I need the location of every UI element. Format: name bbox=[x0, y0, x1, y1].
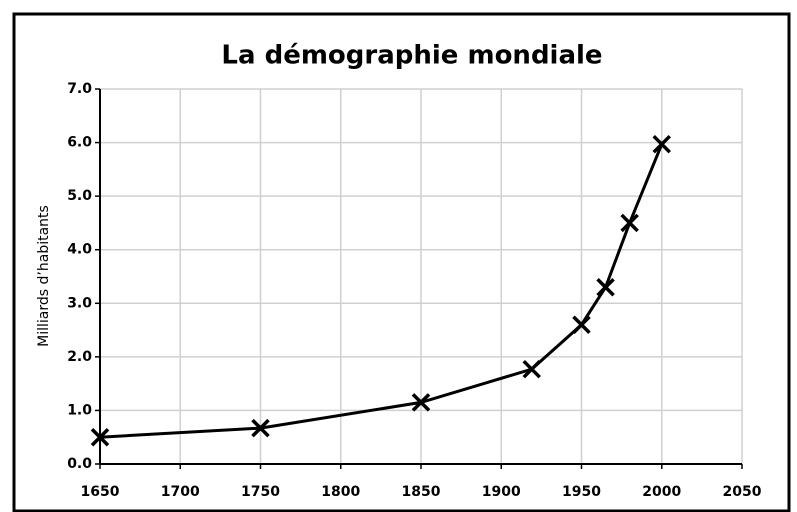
data-marker bbox=[596, 277, 615, 297]
x-tick-label: 1700 bbox=[161, 484, 200, 500]
data-line bbox=[99, 143, 664, 439]
y-tick-label: 7.0 bbox=[67, 81, 92, 97]
y-tick-label: 2.0 bbox=[67, 349, 92, 365]
y-tick-label: 6.0 bbox=[67, 135, 92, 151]
data-marker bbox=[90, 427, 110, 447]
x-tick-label: 2050 bbox=[723, 484, 762, 500]
data-marker bbox=[652, 134, 671, 154]
y-axis-label: Milliards d’habitants bbox=[36, 205, 52, 347]
data-marker bbox=[522, 359, 541, 379]
data-marker bbox=[251, 418, 270, 438]
y-tick-label: 4.0 bbox=[67, 242, 92, 258]
x-tick-label: 1850 bbox=[402, 484, 441, 500]
y-tick-label: 0.0 bbox=[67, 456, 92, 472]
x-tick-label: 1900 bbox=[482, 484, 521, 500]
chart-title: La démographie mondiale bbox=[221, 41, 602, 71]
data-marker bbox=[620, 213, 639, 233]
x-tick-label: 1950 bbox=[562, 484, 601, 500]
x-tick-label: 2000 bbox=[642, 484, 681, 500]
frame bbox=[12, 12, 791, 512]
y-tick-label: 3.0 bbox=[67, 295, 92, 311]
x-tick-label: 1750 bbox=[241, 484, 280, 500]
y-tick-label: 5.0 bbox=[67, 188, 92, 204]
data-marker bbox=[411, 393, 431, 412]
x-tick-label: 1650 bbox=[81, 484, 120, 500]
data-marker bbox=[572, 315, 591, 334]
y-tick-label: 1.0 bbox=[67, 402, 92, 418]
x-tick-label: 1800 bbox=[321, 484, 360, 500]
